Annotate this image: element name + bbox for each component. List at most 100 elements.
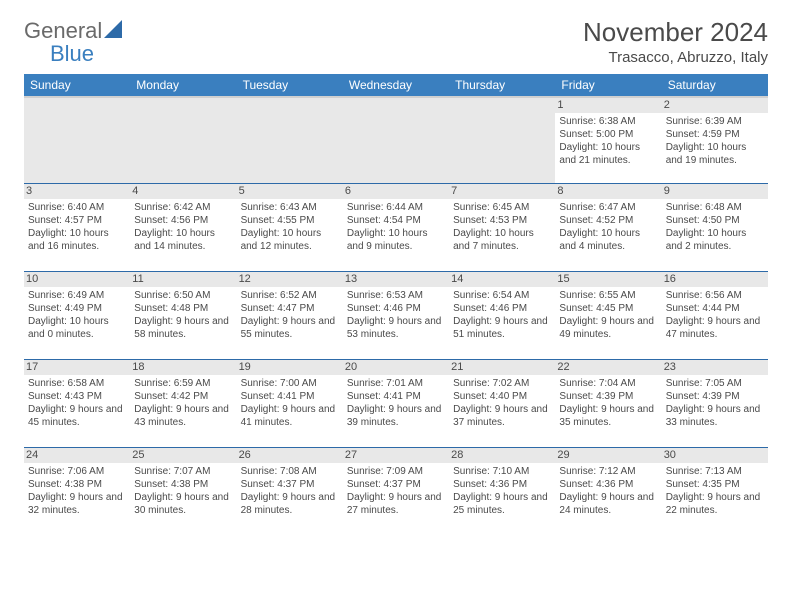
daylight-line: Daylight: 9 hours and 33 minutes. <box>666 403 764 429</box>
day-number-bar: 17 <box>24 360 130 375</box>
calendar-table: SundayMondayTuesdayWednesdayThursdayFrid… <box>24 74 768 535</box>
day-number-bar: 19 <box>237 360 343 375</box>
day-details: Sunrise: 6:39 AMSunset: 4:59 PMDaylight:… <box>666 115 764 167</box>
sunrise-line: Sunrise: 6:38 AM <box>559 115 657 128</box>
calendar-cell: 13Sunrise: 6:53 AMSunset: 4:46 PMDayligh… <box>343 271 449 359</box>
day-details: Sunrise: 6:40 AMSunset: 4:57 PMDaylight:… <box>28 201 126 253</box>
day-number-bar: 3 <box>24 184 130 199</box>
sunset-line: Sunset: 4:56 PM <box>134 214 232 227</box>
daylight-line: Daylight: 9 hours and 39 minutes. <box>347 403 445 429</box>
day-details: Sunrise: 6:45 AMSunset: 4:53 PMDaylight:… <box>453 201 551 253</box>
sunset-line: Sunset: 4:55 PM <box>241 214 339 227</box>
daylight-line: Daylight: 9 hours and 47 minutes. <box>666 315 764 341</box>
calendar-week-row: 1Sunrise: 6:38 AMSunset: 5:00 PMDaylight… <box>24 97 768 183</box>
daylight-line: Daylight: 10 hours and 4 minutes. <box>559 227 657 253</box>
calendar-cell: 14Sunrise: 6:54 AMSunset: 4:46 PMDayligh… <box>449 271 555 359</box>
day-details: Sunrise: 7:01 AMSunset: 4:41 PMDaylight:… <box>347 377 445 429</box>
sunrise-line: Sunrise: 7:10 AM <box>453 465 551 478</box>
calendar-cell: 19Sunrise: 7:00 AMSunset: 4:41 PMDayligh… <box>237 359 343 447</box>
day-details: Sunrise: 6:55 AMSunset: 4:45 PMDaylight:… <box>559 289 657 341</box>
location: Trasacco, Abruzzo, Italy <box>583 49 768 66</box>
sunrise-line: Sunrise: 7:06 AM <box>28 465 126 478</box>
calendar-cell: 29 Sunrise: 7:12 AMSunset: 4:36 PMDayligh… <box>555 447 661 535</box>
day-number-bar: 26 <box>237 448 343 463</box>
sunrise-line: Sunrise: 6:48 AM <box>666 201 764 214</box>
sunset-line: Sunset: 4:37 PM <box>241 478 339 491</box>
calendar-cell: 15 Sunrise: 6:55 AMSunset: 4:45 PMDayligh… <box>555 271 661 359</box>
day-number-bar: 15 <box>555 272 661 287</box>
day-number-bar: 25 <box>130 448 236 463</box>
day-number-bar: 8 <box>555 184 661 199</box>
sunset-line: Sunset: 4:38 PM <box>134 478 232 491</box>
daylight-line: Daylight: 9 hours and 43 minutes. <box>134 403 232 429</box>
sunset-line: Sunset: 4:41 PM <box>347 390 445 403</box>
weekday-header: Monday <box>130 74 236 97</box>
weekday-header: Sunday <box>24 74 130 97</box>
sunset-line: Sunset: 4:35 PM <box>666 478 764 491</box>
calendar-cell: 30Sunrise: 7:13 AMSunset: 4:35 PMDayligh… <box>662 447 768 535</box>
calendar-cell <box>343 97 449 183</box>
sunset-line: Sunset: 4:49 PM <box>28 302 126 315</box>
sunset-line: Sunset: 4:53 PM <box>453 214 551 227</box>
day-number-bar: 29 <box>555 448 661 463</box>
logo-text-general: General <box>24 18 102 43</box>
sunset-line: Sunset: 4:39 PM <box>666 390 764 403</box>
day-details: Sunrise: 6:58 AMSunset: 4:43 PMDaylight:… <box>28 377 126 429</box>
day-number-bar: 10 <box>24 272 130 287</box>
sunset-line: Sunset: 4:40 PM <box>453 390 551 403</box>
day-details: Sunrise: 7:12 AMSunset: 4:36 PMDaylight:… <box>559 465 657 517</box>
sunrise-line: Sunrise: 6:50 AM <box>134 289 232 302</box>
month-title: November 2024 <box>583 18 768 47</box>
calendar-cell: 12Sunrise: 6:52 AMSunset: 4:47 PMDayligh… <box>237 271 343 359</box>
day-number-bar: 16 <box>662 272 768 287</box>
sunrise-line: Sunrise: 7:08 AM <box>241 465 339 478</box>
calendar-cell <box>237 97 343 183</box>
daylight-line: Daylight: 9 hours and 30 minutes. <box>134 491 232 517</box>
sunrise-line: Sunrise: 6:42 AM <box>134 201 232 214</box>
calendar-cell: 4Sunrise: 6:42 AMSunset: 4:56 PMDaylight… <box>130 183 236 271</box>
day-number-bar: 27 <box>343 448 449 463</box>
day-details: Sunrise: 7:02 AMSunset: 4:40 PMDaylight:… <box>453 377 551 429</box>
day-number-bar <box>449 98 555 113</box>
sunrise-line: Sunrise: 6:44 AM <box>347 201 445 214</box>
day-number-bar: 23 <box>662 360 768 375</box>
sunset-line: Sunset: 4:41 PM <box>241 390 339 403</box>
calendar-cell: 6Sunrise: 6:44 AMSunset: 4:54 PMDaylight… <box>343 183 449 271</box>
day-number-bar: 28 <box>449 448 555 463</box>
calendar-cell: 16Sunrise: 6:56 AMSunset: 4:44 PMDayligh… <box>662 271 768 359</box>
calendar-body: 1Sunrise: 6:38 AMSunset: 5:00 PMDaylight… <box>24 97 768 535</box>
calendar-cell: 2Sunrise: 6:39 AMSunset: 4:59 PMDaylight… <box>662 97 768 183</box>
sunrise-line: Sunrise: 6:47 AM <box>559 201 657 214</box>
day-number-bar <box>343 98 449 113</box>
day-details: Sunrise: 6:43 AMSunset: 4:55 PMDaylight:… <box>241 201 339 253</box>
daylight-line: Daylight: 9 hours and 55 minutes. <box>241 315 339 341</box>
day-number-bar: 20 <box>343 360 449 375</box>
day-number-bar: 24 <box>24 448 130 463</box>
daylight-line: Daylight: 10 hours and 9 minutes. <box>347 227 445 253</box>
weekday-header: Thursday <box>449 74 555 97</box>
calendar-cell: 17 Sunrise: 6:58 AMSunset: 4:43 PMDayligh… <box>24 359 130 447</box>
sunset-line: Sunset: 4:48 PM <box>134 302 232 315</box>
calendar-cell: 25Sunrise: 7:07 AMSunset: 4:38 PMDayligh… <box>130 447 236 535</box>
daylight-line: Daylight: 10 hours and 2 minutes. <box>666 227 764 253</box>
day-details: Sunrise: 7:05 AMSunset: 4:39 PMDaylight:… <box>666 377 764 429</box>
logo-text-blue: Blue <box>50 41 94 66</box>
daylight-line: Daylight: 9 hours and 32 minutes. <box>28 491 126 517</box>
sunset-line: Sunset: 4:43 PM <box>28 390 126 403</box>
sunset-line: Sunset: 5:00 PM <box>559 128 657 141</box>
sunrise-line: Sunrise: 7:13 AM <box>666 465 764 478</box>
day-details: Sunrise: 6:47 AMSunset: 4:52 PMDaylight:… <box>559 201 657 253</box>
sunset-line: Sunset: 4:44 PM <box>666 302 764 315</box>
calendar-cell: 22Sunrise: 7:04 AMSunset: 4:39 PMDayligh… <box>555 359 661 447</box>
calendar-cell: 20 Sunrise: 7:01 AMSunset: 4:41 PMDayligh… <box>343 359 449 447</box>
weekday-header: Tuesday <box>237 74 343 97</box>
calendar-page: General Blue November 2024 Trasacco, Abr… <box>0 0 792 612</box>
sunrise-line: Sunrise: 6:58 AM <box>28 377 126 390</box>
day-number-bar: 5 <box>237 184 343 199</box>
daylight-line: Daylight: 10 hours and 14 minutes. <box>134 227 232 253</box>
calendar-cell: 1Sunrise: 6:38 AMSunset: 5:00 PMDaylight… <box>555 97 661 183</box>
day-details: Sunrise: 6:48 AMSunset: 4:50 PMDaylight:… <box>666 201 764 253</box>
sunrise-line: Sunrise: 7:09 AM <box>347 465 445 478</box>
calendar-cell: 7Sunrise: 6:45 AMSunset: 4:53 PMDaylight… <box>449 183 555 271</box>
day-number-bar: 18 <box>130 360 236 375</box>
